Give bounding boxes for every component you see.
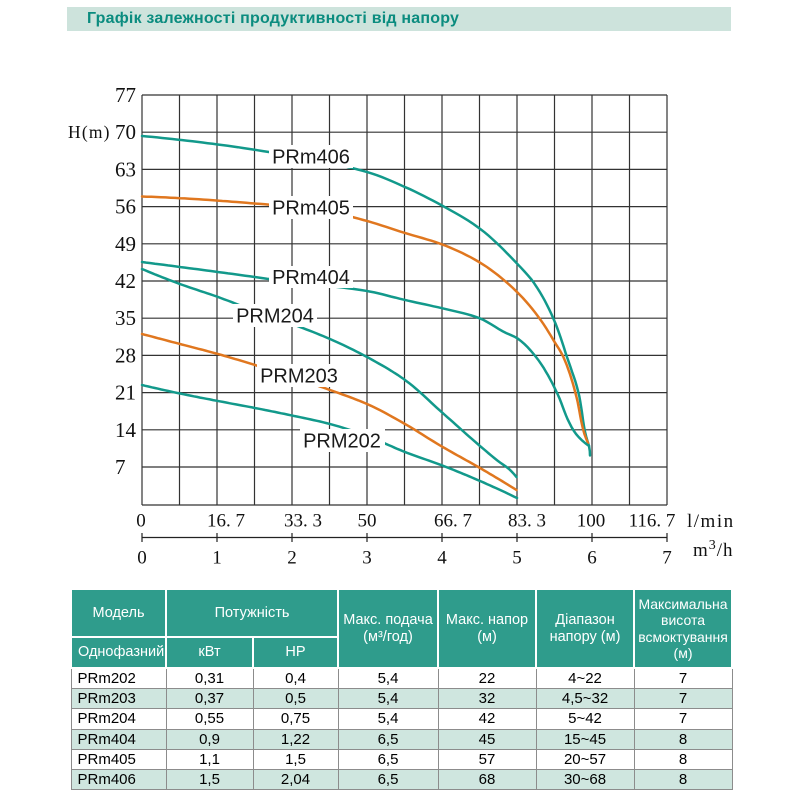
svg-text:21: 21 — [115, 381, 136, 405]
svg-text:100: 100 — [577, 511, 606, 532]
svg-text:35: 35 — [115, 306, 136, 330]
svg-text:33. 3: 33. 3 — [284, 511, 322, 532]
svg-text:PRM202: PRM202 — [303, 431, 381, 453]
svg-text:77: 77 — [115, 83, 136, 107]
svg-text:5: 5 — [512, 548, 522, 569]
svg-text:7: 7 — [115, 455, 126, 479]
svg-text:83. 3: 83. 3 — [508, 511, 546, 532]
svg-text:16. 7: 16. 7 — [207, 511, 245, 532]
svg-text:PRm406: PRm406 — [272, 147, 350, 169]
svg-text:42: 42 — [115, 269, 136, 293]
svg-text:63: 63 — [115, 157, 136, 181]
svg-text:7: 7 — [662, 548, 672, 569]
svg-text:70: 70 — [115, 120, 136, 144]
svg-text:116. 7: 116. 7 — [629, 511, 676, 532]
svg-text:50: 50 — [358, 511, 377, 532]
svg-text:PRm405: PRm405 — [272, 198, 350, 220]
svg-text:3: 3 — [362, 548, 372, 569]
svg-text:0: 0 — [137, 548, 147, 569]
svg-text:66. 7: 66. 7 — [434, 511, 472, 532]
svg-text:56: 56 — [115, 195, 136, 219]
svg-text:PRm404: PRm404 — [272, 267, 350, 289]
svg-text:H(m): H(m) — [68, 122, 111, 142]
svg-text:PRM203: PRM203 — [260, 366, 338, 388]
svg-text:m3/h: m3/h — [693, 538, 734, 561]
svg-text:l/min: l/min — [687, 511, 735, 532]
svg-text:1: 1 — [212, 548, 222, 569]
svg-text:6: 6 — [587, 548, 597, 569]
svg-text:PRM204: PRM204 — [236, 306, 314, 328]
svg-text:4: 4 — [437, 548, 447, 569]
svg-text:14: 14 — [115, 418, 137, 442]
svg-text:0: 0 — [136, 511, 146, 532]
svg-text:28: 28 — [115, 343, 136, 367]
svg-text:2: 2 — [287, 548, 297, 569]
svg-text:49: 49 — [115, 232, 136, 256]
